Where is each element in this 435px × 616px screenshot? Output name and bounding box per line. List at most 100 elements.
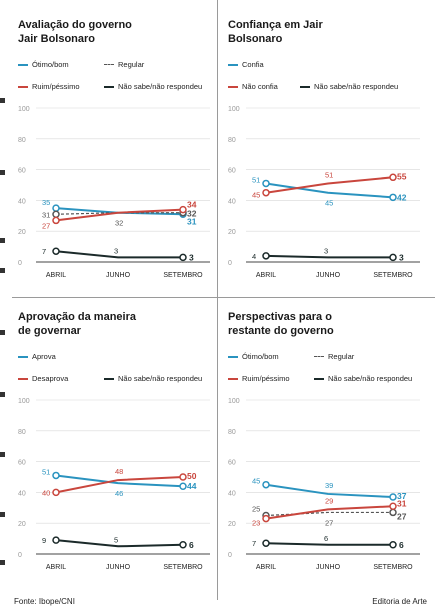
x-tick-label: ABRIL: [256, 564, 276, 571]
data-label: 55: [397, 171, 407, 181]
data-label: 37: [397, 491, 407, 501]
data-label: 6: [324, 534, 328, 543]
y-tick-label: 60: [18, 168, 26, 175]
data-label: 5: [114, 535, 118, 544]
data-label: 27: [325, 518, 333, 527]
y-tick-label: 0: [228, 552, 232, 559]
data-point-marker: [389, 508, 397, 517]
y-tick-label: 80: [18, 137, 26, 144]
y-tick-label: 60: [18, 460, 26, 467]
data-point-marker: [389, 173, 397, 182]
y-tick-label: 20: [228, 229, 236, 236]
series-line: [265, 505, 394, 520]
legend-row: Não confia Não sabe/não respondeu: [228, 82, 423, 92]
panel-title: Avaliação do governo Jair Bolsonaro: [18, 19, 132, 45]
data-label: 51: [325, 170, 333, 179]
series-line: [265, 176, 394, 194]
y-tick-label: 80: [18, 429, 26, 436]
data-label: 39: [325, 481, 333, 490]
y-tick-label: 20: [18, 229, 26, 236]
series-line: [55, 476, 184, 494]
legend-item-otimo-bom: Ótimo/bom: [228, 352, 279, 361]
data-point-marker: [389, 193, 397, 202]
y-tick-label: 40: [18, 490, 26, 497]
y-tick-label: 0: [228, 260, 232, 267]
page-edge-marks: [0, 0, 12, 600]
data-label: 23: [252, 519, 260, 528]
y-tick-label: 100: [228, 398, 240, 405]
legend-item-desaprova: Desaprova: [18, 374, 68, 383]
data-label: 25: [252, 505, 260, 514]
data-point-marker: [52, 536, 60, 544]
y-tick-label: 20: [228, 521, 236, 528]
x-tick-label: SETEMBRO: [373, 564, 413, 571]
data-point-marker: [262, 179, 270, 188]
data-label: 31: [397, 498, 407, 508]
data-label: 27: [397, 511, 407, 521]
data-point-marker: [179, 541, 187, 549]
x-tick-label: ABRIL: [256, 272, 276, 279]
data-label: 48: [115, 467, 123, 476]
data-label: 40: [42, 488, 50, 497]
data-label: 45: [252, 477, 260, 486]
legend-item-aprova: Aprova: [18, 352, 56, 361]
data-point-marker: [52, 247, 60, 255]
data-point-marker: [389, 541, 397, 549]
source-note: Fonte: Ibope/CNI: [14, 597, 75, 606]
x-tick-label: SETEMBRO: [373, 272, 413, 279]
data-point-marker: [262, 480, 270, 489]
data-label: 27: [42, 221, 50, 230]
y-tick-label: 0: [18, 260, 22, 267]
data-point-marker: [389, 502, 397, 511]
legend-item-nao-sabe: Não sabe/não respondeu: [104, 82, 202, 91]
data-point-marker: [52, 471, 60, 480]
panel-divider-horizontal: [12, 297, 435, 298]
credit-note: Editoria de Arte: [372, 597, 427, 606]
series-line: [265, 542, 393, 546]
x-tick-label: SETEMBRO: [163, 272, 203, 279]
data-label: 6: [189, 540, 194, 550]
legend-item-regular: Regular: [104, 60, 144, 69]
data-point-marker: [179, 205, 187, 214]
series-line: [55, 250, 183, 259]
x-tick-label: ABRIL: [46, 272, 66, 279]
panel-avaliacao: Avaliação do governo Jair Bolsonaro Ótim…: [18, 18, 213, 288]
legend-row: Ruim/péssimo Não sabe/não respondeu: [228, 374, 423, 384]
data-label: 42: [397, 192, 407, 202]
data-label: 34: [187, 200, 197, 210]
data-label: 6: [399, 540, 404, 550]
legend-row: Confia: [228, 60, 423, 70]
data-label: 7: [42, 247, 46, 256]
line-chart: 0 20 40 60 80 100 ABRIL JUNHO SETEMBRO 45 39 37 25 27…: [228, 398, 420, 571]
data-label: 44: [187, 481, 197, 491]
y-tick-label: 40: [228, 198, 236, 205]
data-label: 3: [324, 246, 328, 255]
data-label: 51: [42, 467, 50, 476]
y-tick-label: 100: [18, 398, 30, 405]
legend-item-confia: Confia: [228, 60, 264, 69]
legend-item-nao-sabe: Não sabe/não respondeu: [300, 82, 398, 91]
data-point-marker: [179, 473, 187, 481]
data-label: 4: [252, 252, 256, 261]
series-line: [265, 483, 394, 499]
y-tick-label: 20: [18, 521, 26, 528]
y-tick-label: 80: [228, 137, 236, 144]
data-label: 32: [187, 209, 197, 219]
data-point-marker: [179, 253, 187, 262]
x-tick-label: JUNHO: [106, 272, 131, 279]
data-label: 50: [187, 471, 197, 481]
series-line: [55, 539, 184, 548]
x-tick-label: JUNHO: [316, 272, 341, 279]
data-point-marker: [179, 482, 187, 490]
legend-item-ruim-pessimo: Ruim/péssimo: [18, 82, 80, 91]
legend-row: Ótimo/bom Regular: [228, 352, 423, 362]
legend-item-nao-confia: Não confia: [228, 82, 278, 91]
series-line: [55, 474, 184, 488]
data-point-marker: [52, 210, 60, 219]
y-tick-label: 40: [228, 490, 236, 497]
data-label: 31: [187, 216, 197, 226]
data-point-marker: [52, 204, 60, 212]
legend-item-ruim-pessimo: Ruim/péssimo: [228, 374, 290, 383]
data-point-marker: [262, 539, 270, 547]
data-label: 32: [115, 219, 123, 228]
